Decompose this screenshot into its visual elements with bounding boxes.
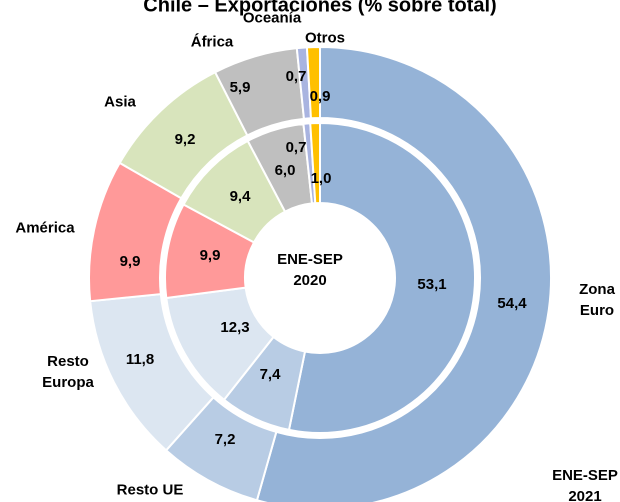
- category-label: Zona Euro: [579, 281, 615, 319]
- data-label: 6,0: [275, 162, 296, 179]
- data-label: 54,4: [497, 295, 527, 312]
- data-label: 5,9: [230, 79, 251, 96]
- category-label: África: [190, 33, 234, 51]
- donut-slice: [255, 45, 553, 502]
- data-label: 0,7: [286, 68, 307, 85]
- category-label: Asia: [104, 93, 136, 111]
- data-label: 53,1: [417, 276, 446, 293]
- data-label: 7,2: [215, 431, 236, 448]
- data-label: 11,8: [126, 351, 154, 368]
- data-label: 0,9: [310, 88, 331, 105]
- data-label: 9,2: [175, 131, 196, 148]
- category-label: Resto UE: [116, 481, 184, 499]
- data-label: 9,9: [200, 247, 221, 264]
- category-label: América: [15, 219, 75, 237]
- data-label: 9,9: [120, 253, 141, 270]
- category-label: Otros: [304, 29, 345, 47]
- donut-slice: [309, 121, 321, 205]
- category-label: Resto Europa: [42, 353, 94, 391]
- donut-slice: [305, 45, 321, 120]
- data-label: 0,7: [286, 139, 307, 156]
- chart-title: Chile – Exportaciones (% sobre total): [143, 0, 496, 16]
- data-label: 7,4: [260, 366, 282, 383]
- data-label: 9,4: [230, 188, 252, 205]
- donut-slice: [287, 121, 476, 434]
- data-label: 12,3: [220, 319, 249, 336]
- series-label: ENE-SEP 2020: [277, 251, 343, 289]
- series-label: ENE-SEP 2021: [552, 467, 618, 502]
- category-label: Oceanía: [242, 9, 302, 27]
- data-label: 1,0: [311, 170, 332, 187]
